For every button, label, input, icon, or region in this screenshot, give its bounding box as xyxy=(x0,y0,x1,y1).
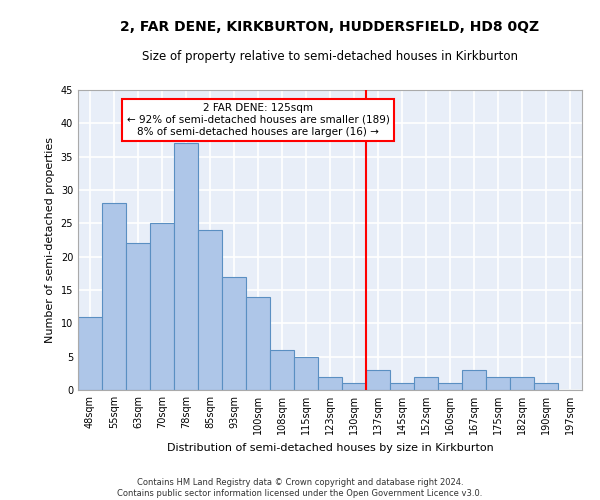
Bar xyxy=(126,244,150,390)
Text: Contains HM Land Registry data © Crown copyright and database right 2024.
Contai: Contains HM Land Registry data © Crown c… xyxy=(118,478,482,498)
Bar xyxy=(342,384,366,390)
Bar xyxy=(222,276,246,390)
Bar xyxy=(294,356,318,390)
Bar xyxy=(174,144,198,390)
Bar xyxy=(198,230,222,390)
Bar xyxy=(390,384,414,390)
Bar xyxy=(462,370,486,390)
Text: 2 FAR DENE: 125sqm
← 92% of semi-detached houses are smaller (189)
8% of semi-de: 2 FAR DENE: 125sqm ← 92% of semi-detache… xyxy=(127,104,389,136)
Bar xyxy=(246,296,270,390)
Bar xyxy=(366,370,390,390)
Bar xyxy=(438,384,462,390)
Bar xyxy=(510,376,534,390)
Bar xyxy=(534,384,558,390)
Bar xyxy=(414,376,438,390)
Bar xyxy=(102,204,126,390)
Bar xyxy=(150,224,174,390)
Bar xyxy=(486,376,510,390)
Y-axis label: Number of semi-detached properties: Number of semi-detached properties xyxy=(45,137,55,343)
X-axis label: Distribution of semi-detached houses by size in Kirkburton: Distribution of semi-detached houses by … xyxy=(167,442,493,452)
Bar xyxy=(270,350,294,390)
Text: Size of property relative to semi-detached houses in Kirkburton: Size of property relative to semi-detach… xyxy=(142,50,518,63)
Bar xyxy=(318,376,342,390)
Text: 2, FAR DENE, KIRKBURTON, HUDDERSFIELD, HD8 0QZ: 2, FAR DENE, KIRKBURTON, HUDDERSFIELD, H… xyxy=(121,20,539,34)
Bar xyxy=(78,316,102,390)
